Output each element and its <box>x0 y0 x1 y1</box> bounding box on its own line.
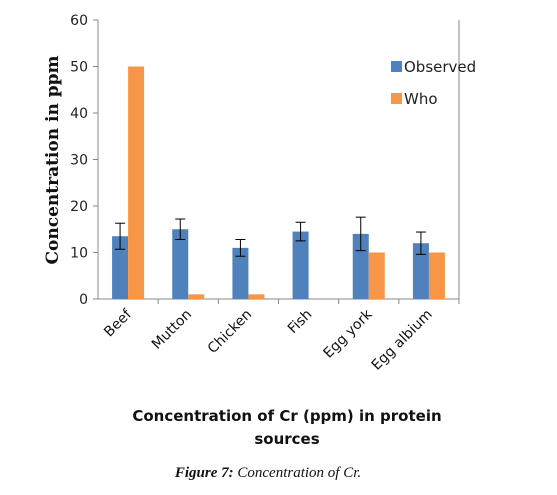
legend-label-who: Who <box>404 90 438 108</box>
y-tick-label: 10 <box>70 246 88 262</box>
legend-swatch-who <box>391 93 402 104</box>
bar-observed-beef <box>112 236 129 299</box>
figure-caption: Figure 7: Concentration of Cr. <box>174 465 361 481</box>
x-category-label: Egg albium <box>369 307 436 374</box>
x-category-label: Egg york <box>321 306 377 362</box>
error-bars <box>115 216 426 257</box>
x-category-label: Fish <box>285 307 315 337</box>
y-tick-label: 60 <box>70 13 88 29</box>
bar-who-beef <box>128 66 145 299</box>
bar-observed-fish <box>292 231 309 299</box>
bar-observed-mutton <box>172 229 189 299</box>
bar-who-egg-albium <box>428 252 445 299</box>
bar-observed-chicken <box>232 247 249 299</box>
caption-text: Concentration of Cr. <box>234 465 362 481</box>
y-tick-label: 30 <box>70 153 88 169</box>
x-axis-label-line2: sources <box>254 430 319 448</box>
x-axis-label-line1: Concentration of Cr (ppm) in protein <box>132 407 441 425</box>
bar-who-mutton <box>188 294 205 299</box>
y-tick-label: 20 <box>70 199 88 215</box>
bar-who-egg-york <box>368 252 385 299</box>
y-tick-label: 0 <box>79 292 88 308</box>
y-tick-label: 40 <box>70 106 88 122</box>
legend-label-observed: Observed <box>404 58 476 76</box>
y-ticks: 0 10 20 30 40 50 60 <box>70 13 98 308</box>
bar-who-chicken <box>248 294 265 299</box>
legend-swatch-observed <box>391 61 402 72</box>
y-tick-label: 50 <box>70 60 88 76</box>
caption-prefix: Figure 7: <box>174 465 234 481</box>
x-category-label: Beef <box>101 306 136 341</box>
legend: Observed Who <box>391 58 476 108</box>
bar-observed-egg-albium <box>412 243 429 299</box>
x-category-label: Mutton <box>149 307 195 353</box>
x-category-label: Chicken <box>205 307 255 357</box>
y-axis-label: Concentration in ppm <box>43 55 63 264</box>
